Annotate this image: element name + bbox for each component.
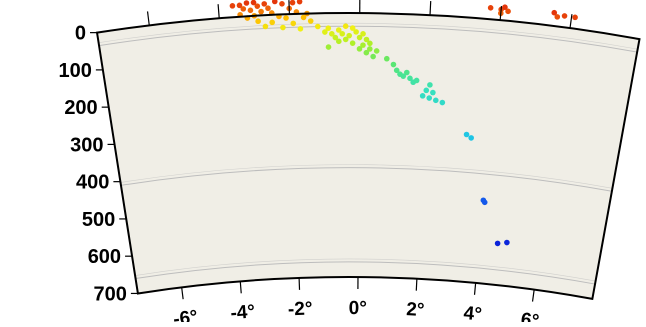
- hypocenter-point: [290, 0, 296, 5]
- hypocenter-point: [468, 135, 474, 141]
- hypocenter-point: [350, 40, 356, 46]
- hypocenter-point: [230, 3, 236, 9]
- hypocenter-point: [298, 26, 304, 32]
- hypocenter-point: [248, 8, 254, 14]
- x-tick-bottom: [475, 283, 476, 295]
- hypocenter-point: [261, 1, 267, 7]
- y-tick-label: 0: [75, 23, 86, 45]
- hypocenter-point: [364, 50, 370, 56]
- hypocenter-point: [400, 73, 406, 79]
- x-tick-label: -2°: [288, 298, 313, 320]
- hypocenter-point: [440, 100, 446, 106]
- hypocenter-point: [339, 31, 345, 37]
- x-tick-label: 2°: [406, 299, 425, 321]
- hypocenter-point: [301, 15, 307, 21]
- hypocenter-point: [433, 98, 439, 104]
- hypocenter-point: [367, 41, 373, 47]
- y-tick-label: 600: [88, 246, 121, 268]
- hypocenter-point: [326, 44, 332, 50]
- x-tick-top: [148, 11, 150, 25]
- x-tick-top: [570, 14, 572, 28]
- hypocenter-point: [308, 18, 314, 24]
- hypocenter-point: [505, 9, 511, 15]
- hypocenter-point: [464, 132, 470, 138]
- cross-section-panel-layer: [97, 13, 639, 299]
- hypocenter-point: [353, 29, 359, 35]
- hypocenter-point: [258, 9, 264, 15]
- y-tick-label: 700: [94, 283, 127, 305]
- hypocenter-point: [430, 90, 436, 96]
- x-tick-label: -6°: [172, 307, 199, 322]
- x-tick-label: 0°: [349, 298, 367, 319]
- x-tick-label: -4°: [230, 301, 256, 322]
- x-tick-top: [218, 4, 219, 18]
- y-tick-label: 300: [70, 134, 103, 156]
- hypocenter-point: [280, 25, 286, 31]
- hypocenter-point: [265, 5, 271, 11]
- hypocenter-point: [423, 88, 429, 94]
- cross-section-panel: [97, 13, 639, 299]
- x-tick-label: 4°: [463, 303, 483, 322]
- hypocenter-point: [255, 18, 261, 24]
- hypocenter-point: [357, 35, 363, 41]
- hypocenter-point: [391, 62, 397, 68]
- hypocenter-point: [374, 48, 380, 54]
- hypocenter-point: [414, 78, 420, 84]
- hypocenter-point: [482, 200, 488, 206]
- hypocenter-point: [279, 1, 285, 7]
- hypocenter-point: [290, 21, 296, 27]
- x-tick-bottom: [416, 279, 417, 291]
- hypocenter-point: [336, 39, 342, 45]
- hypocenter-point: [297, 0, 303, 4]
- hypocenter-point: [343, 23, 349, 29]
- hypocenter-point: [426, 95, 432, 101]
- hypocenter-point: [554, 14, 560, 20]
- hypocenter-point: [343, 37, 349, 43]
- hypocenter-point: [269, 20, 275, 26]
- hypocenter-point: [272, 0, 278, 4]
- y-tick-label: 400: [76, 172, 109, 194]
- hypocenter-point: [240, 6, 246, 12]
- hypocenter-point: [420, 93, 426, 99]
- hypocenter-point: [572, 15, 578, 21]
- x-tick-top: [430, 1, 431, 15]
- x-tick-bottom: [240, 281, 241, 293]
- hypocenter-point: [504, 240, 510, 246]
- y-tick-label: 500: [82, 209, 115, 231]
- hypocenter-point: [384, 56, 390, 62]
- y-tick-label: 200: [64, 97, 97, 119]
- hypocenter-point: [495, 241, 501, 247]
- hypocenter-point: [322, 29, 328, 35]
- x-tick-top: [289, 0, 290, 14]
- y-tick-label: 100: [58, 60, 91, 82]
- x-tick-bottom: [533, 290, 535, 302]
- hypocenter-point: [562, 13, 568, 19]
- hypocenter-point: [488, 5, 494, 11]
- x-tick-label: 6°: [519, 309, 540, 322]
- hypocenter-point: [244, 0, 250, 6]
- hypocenter-point: [370, 54, 376, 60]
- hypocenter-point: [263, 24, 269, 30]
- hypocenter-point: [357, 46, 363, 52]
- hypocenter-point: [254, 3, 260, 9]
- hypocenter-point: [315, 24, 321, 30]
- hypocenter-point: [283, 15, 289, 21]
- x-tick-bottom: [182, 287, 183, 299]
- hypocenter-point: [427, 82, 433, 88]
